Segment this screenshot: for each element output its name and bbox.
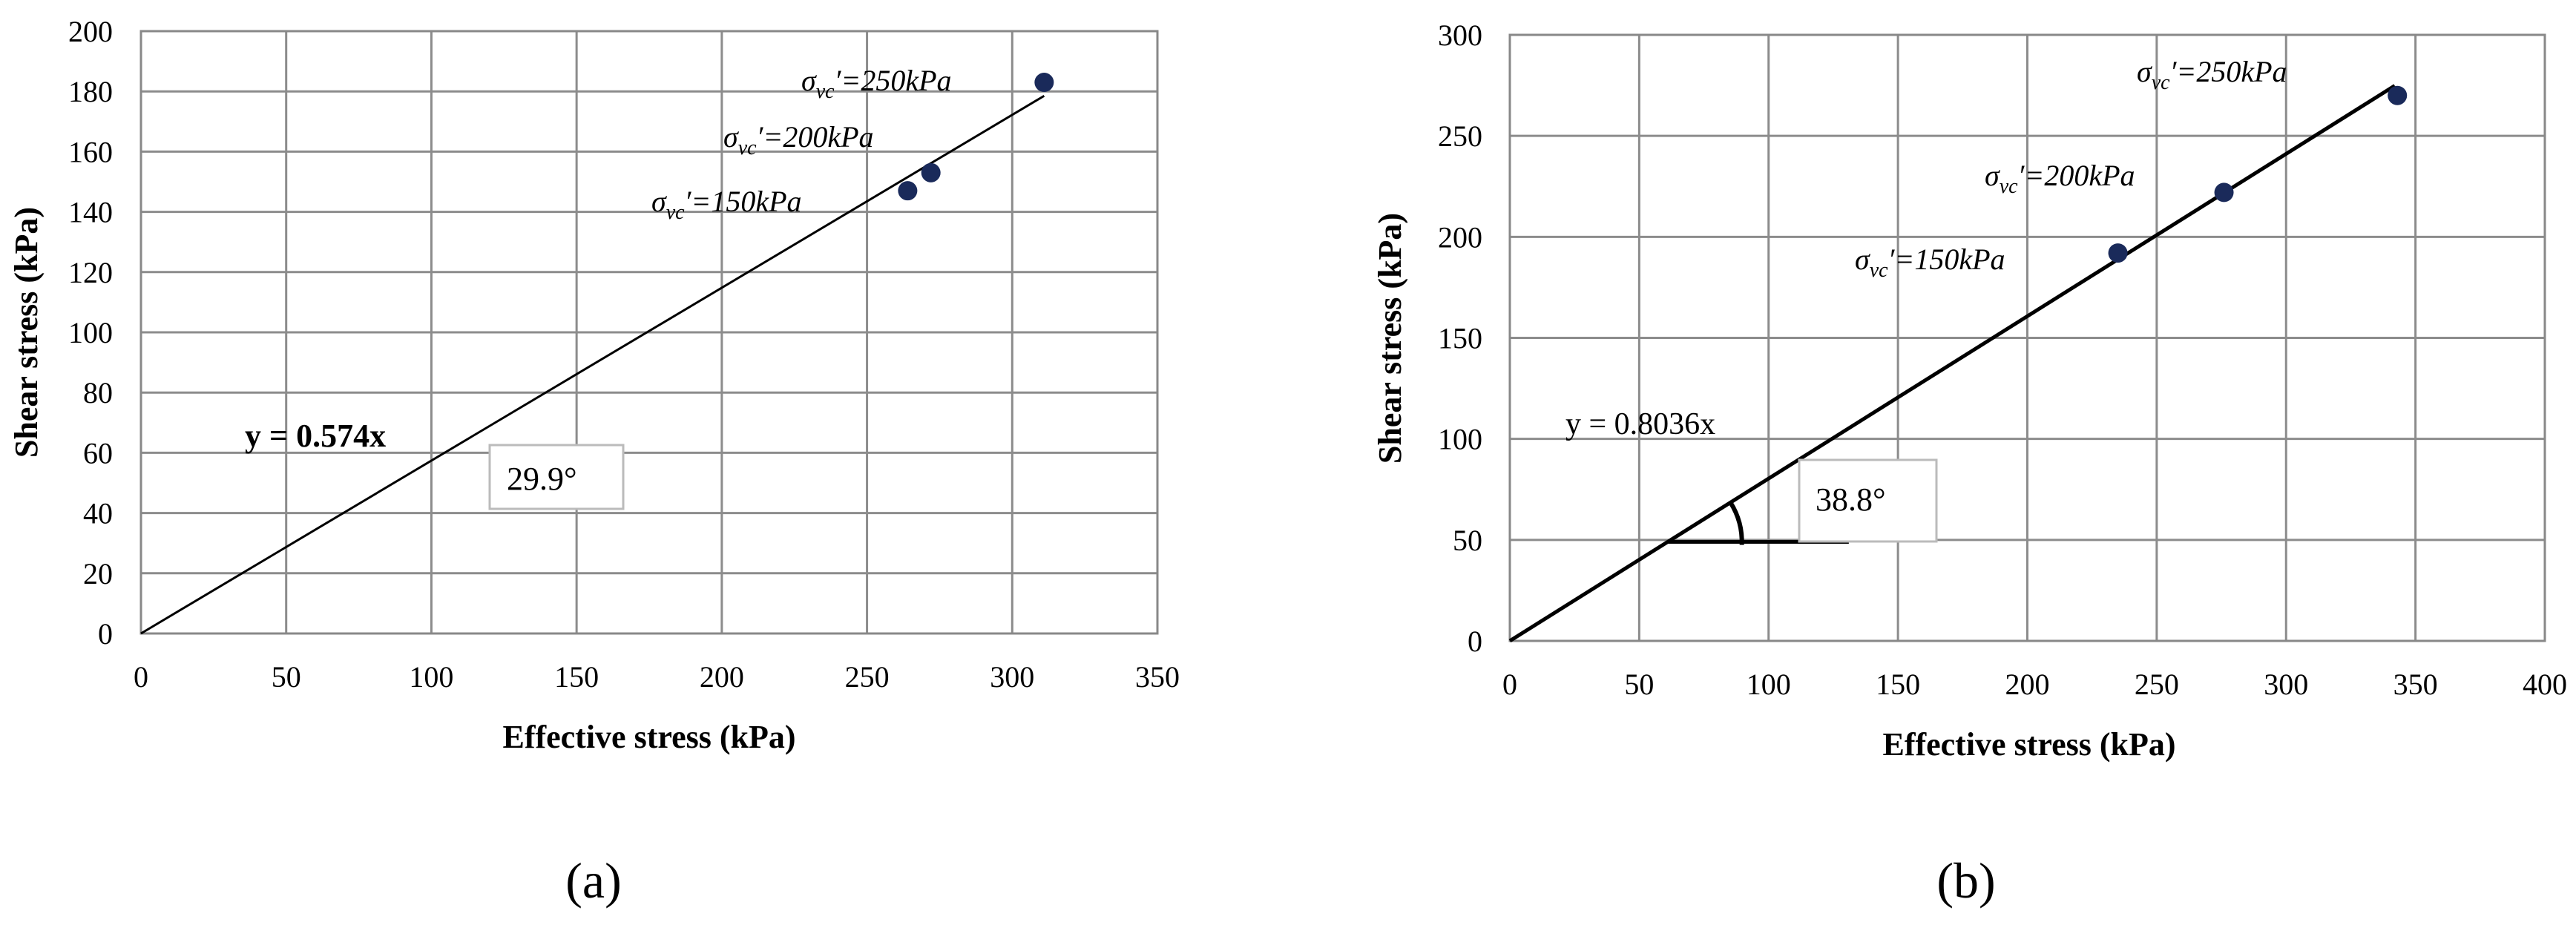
panel-b-trendline [1508,84,2396,643]
panel-b-x-tick-labels: 0 50 100 150 200 250 300 350 400 [1502,668,2567,701]
point-label: σvc′=200kPa [723,120,874,159]
panel-a-label: (a) [565,852,621,909]
point-label: σvc′=250kPa [2137,55,2287,94]
y-tick-label: 300 [1438,19,1482,52]
x-tick-label: 0 [1502,668,1517,701]
panel-a-y-tick-labels: 0 20 40 60 80 100 120 140 160 180 200 [68,15,113,651]
panel-b-y-axis-title: Shear stress (kPa) [1372,213,1408,464]
x-tick-label: 0 [134,660,148,694]
data-point [1034,73,1054,93]
x-tick-label: 150 [1876,668,1920,701]
y-tick-label: 160 [68,135,113,168]
y-tick-label: 40 [83,497,113,530]
panel-a-plot-frame [139,30,1159,635]
panel-a-angle-box [488,444,625,510]
data-point [898,181,918,201]
y-tick-label: 200 [68,15,113,48]
x-tick-label: 100 [409,660,453,694]
y-tick-label: 100 [68,316,113,349]
panel-a-angle-label: 29.9° [507,461,577,497]
panel-b-plot-frame [1508,33,2546,642]
x-tick-label: 200 [2005,668,2050,701]
panel-a-data-points [898,73,1054,201]
panel-b-label: (b) [1936,852,1995,909]
point-label: σvc′=150kPa [1855,243,2005,282]
data-point [2388,85,2408,105]
panel-a-y-axis-title: Shear stress (kPa) [8,207,45,458]
panel-b-data-points [2108,85,2408,263]
x-tick-label: 300 [2264,668,2308,701]
panel-b-trendline-equation: y = 0.8036x [1565,407,1715,441]
y-tick-label: 60 [83,436,113,470]
y-tick-label: 0 [1468,625,1482,658]
point-label: σvc′=200kPa [1985,159,2135,198]
y-tick-label: 200 [1438,220,1482,254]
data-point [2108,243,2128,263]
x-tick-label: 300 [990,660,1034,694]
data-point [921,162,941,182]
y-tick-label: 50 [1453,524,1482,557]
x-tick-label: 50 [272,660,301,694]
panel-b-point-labels: σvc′=150kPa σvc′=200kPa σvc′=250kPa [1855,55,2287,282]
x-tick-label: 350 [2393,668,2438,701]
x-tick-label: 200 [700,660,744,694]
y-tick-label: 80 [83,376,113,409]
y-tick-label: 0 [98,617,113,651]
data-point [2214,182,2234,203]
panel-a-trendline [140,94,1045,635]
x-tick-label: 350 [1135,660,1180,694]
panel-b-x-axis-title: Effective stress (kPa) [1882,726,2175,763]
x-tick-label: 50 [1624,668,1654,701]
x-tick-label: 150 [554,660,599,694]
panel-a-trendline-equation: y = 0.574x [245,418,386,454]
panel-b: 0 50 100 150 200 250 300 350 400 0 50 100 150 200 250… [1372,19,2567,909]
y-tick-label: 180 [68,75,113,108]
y-tick-label: 250 [1438,119,1482,153]
panel-a-point-labels: σvc′=150kPa σvc′=200kPa σvc′=250kPa [651,64,952,224]
point-label: σvc′=150kPa [651,185,802,224]
y-tick-label: 150 [1438,322,1482,355]
panel-b-angle-arc [1728,501,1744,545]
panel-a-gridlines [139,30,1159,635]
panel-a-x-tick-labels: 0 50 100 150 200 250 300 350 [134,660,1180,694]
x-tick-label: 400 [2523,668,2567,701]
y-tick-label: 100 [1438,423,1482,456]
panel-b-gridlines [1508,33,2546,642]
panel-b-angle-box [1798,458,1938,543]
y-tick-label: 140 [68,196,113,229]
panel-b-angle-label: 38.8° [1816,481,1886,518]
y-tick-label: 120 [68,256,113,289]
panel-a-x-axis-title: Effective stress (kPa) [502,719,795,755]
point-label: σvc′=250kPa [801,64,952,103]
x-tick-label: 100 [1747,668,1791,701]
x-tick-label: 250 [2135,668,2179,701]
panel-b-y-tick-labels: 0 50 100 150 200 250 300 [1438,19,1482,658]
x-tick-label: 250 [845,660,890,694]
panel-a: 0 50 100 150 200 250 300 350 0 20 40 60 80 100 120 140… [8,15,1180,909]
y-tick-label: 20 [83,557,113,590]
